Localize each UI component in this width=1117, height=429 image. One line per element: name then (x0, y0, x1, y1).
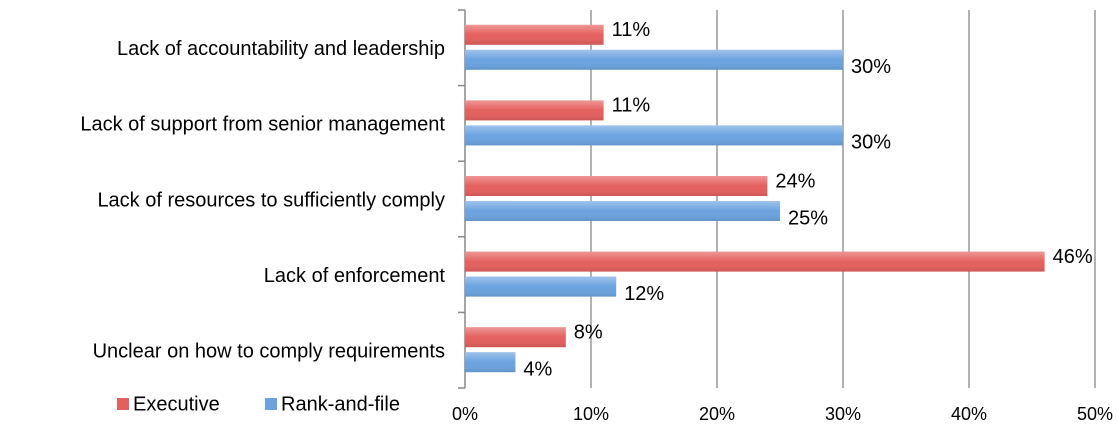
value-label: 11% (612, 95, 651, 117)
x-tick-label: 0% (452, 404, 478, 424)
legend-label: Rank-and-file (281, 393, 400, 415)
y-tick-label: Lack of enforcement (264, 265, 446, 287)
y-tick-label: Unclear on how to comply requirements (93, 340, 445, 362)
value-label: 46% (1053, 246, 1093, 268)
x-tick-label: 20% (699, 404, 735, 424)
y-tick-label: Lack of resources to sufficiently comply (97, 189, 445, 211)
value-label: 25% (788, 207, 828, 229)
value-label: 30% (851, 132, 891, 154)
value-label: 4% (523, 358, 552, 380)
bar-shade (465, 251, 1045, 272)
y-tick-label: Lack of accountability and leadership (117, 38, 445, 60)
value-label: 12% (624, 283, 664, 305)
bar-shade (465, 49, 843, 70)
legend-swatch (265, 398, 277, 410)
bar-shade (465, 100, 604, 121)
bar-shade (465, 176, 768, 196)
bar-shade (465, 352, 516, 373)
x-tick-label: 30% (825, 404, 861, 424)
bar-shade (465, 24, 604, 45)
value-label: 30% (851, 56, 891, 78)
x-tick-label: 10% (573, 404, 609, 424)
bar-shade (465, 327, 566, 348)
bar-shade (465, 201, 780, 221)
legend-label: Executive (133, 393, 220, 415)
value-label: 24% (775, 170, 815, 192)
x-tick-label: 40% (951, 404, 987, 424)
x-tick-label: 50% (1077, 404, 1113, 424)
legend-swatch (117, 398, 129, 410)
value-label: 8% (574, 321, 603, 343)
bar-shade (465, 125, 843, 146)
value-label: 11% (612, 19, 651, 41)
bar-shade (465, 276, 617, 297)
y-tick-label: Lack of support from senior management (80, 114, 445, 136)
